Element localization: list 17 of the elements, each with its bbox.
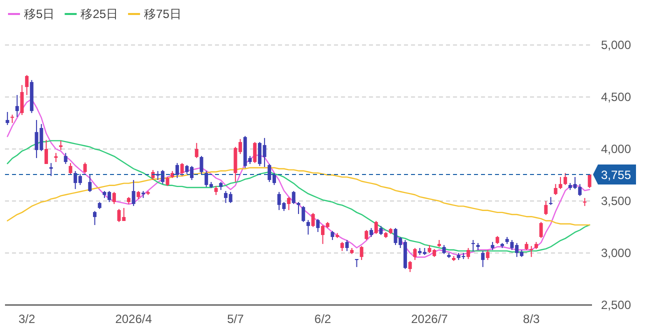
- ref-line-label: 3,755: [601, 168, 632, 182]
- y-tick-label: 3,500: [601, 194, 632, 208]
- legend-label: 移5日: [24, 7, 55, 21]
- legend-label: 移25日: [80, 7, 118, 21]
- y-tick-label: 4,500: [601, 90, 632, 104]
- y-tick-label: 5,000: [601, 38, 632, 52]
- ref-label: 3,755: [593, 164, 636, 184]
- x-tick-label: 3/2: [18, 312, 36, 326]
- x-tick-label: 5/7: [227, 312, 244, 326]
- x-tick-label: 8/3: [523, 312, 540, 326]
- legend-label: 移75日: [144, 7, 182, 21]
- x-tick-label: 2026/7: [411, 312, 448, 326]
- x-tick-label: 6/2: [314, 312, 332, 326]
- y-tick-label: 2,500: [601, 298, 632, 312]
- y-tick-label: 4,000: [601, 142, 632, 156]
- y-tick-label: 3,000: [601, 246, 632, 260]
- x-tick-label: 2026/4: [115, 312, 152, 326]
